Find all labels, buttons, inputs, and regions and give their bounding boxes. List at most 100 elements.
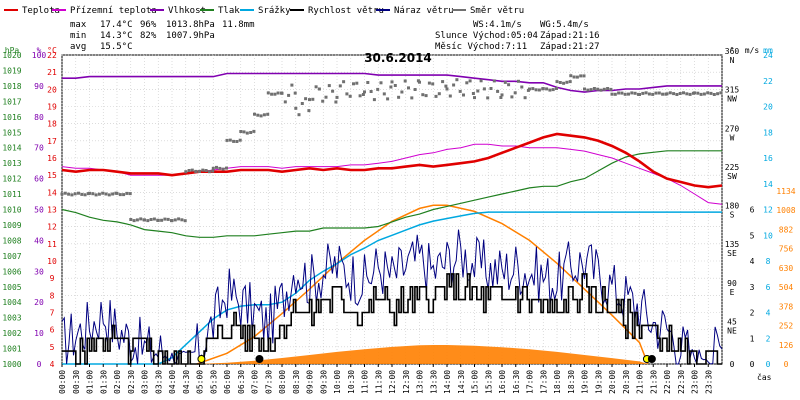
x-tick-label: 16:30	[512, 370, 521, 394]
direction-point	[562, 81, 566, 85]
direction-point	[215, 165, 218, 169]
x-tick-label: 11:30	[374, 370, 383, 394]
radiation-tick-label: 630	[779, 264, 794, 273]
direction-point	[609, 87, 613, 91]
direction-point	[706, 91, 710, 95]
direction-point	[177, 217, 181, 221]
x-tick-label: 22:00	[663, 370, 672, 394]
humidity-axis-tick-label: 10	[34, 329, 44, 338]
temperature-axis-tick-label: 4	[50, 360, 55, 369]
radiation-tick-label: 504	[779, 283, 794, 292]
direction-point	[170, 219, 174, 223]
humidity-axis-tick-label: 70	[34, 144, 44, 153]
direction-point	[132, 219, 136, 223]
x-tick-label: 23:30	[704, 370, 713, 394]
direction-point	[668, 91, 672, 95]
pressure-axis-tick-label: 1005	[2, 283, 21, 292]
direction-point	[276, 91, 280, 95]
pressure-axis-tick-label: 1004	[2, 298, 21, 307]
direction-point	[184, 170, 188, 174]
radiation-tick-label: 0	[784, 360, 789, 369]
direction-point	[665, 92, 669, 96]
direction-point	[413, 88, 417, 91]
stat-max-hum: 96%	[140, 20, 157, 30]
x-tick-label: 10:30	[347, 370, 356, 394]
direction-point	[390, 80, 394, 84]
direction-point	[418, 80, 421, 84]
radiation-tick-label: 126	[779, 341, 794, 350]
stat-avg-label: avg	[70, 42, 86, 52]
rain-tick-label: 18	[763, 128, 773, 137]
temperature-axis-tick-label: 15	[47, 171, 57, 180]
direction-point	[397, 95, 401, 99]
rain-tick-label: 4	[766, 309, 771, 318]
direction-point	[252, 129, 256, 133]
direction-point	[111, 192, 115, 196]
temperature-axis-tick-label: 14	[47, 188, 57, 197]
direction-point	[239, 130, 243, 133]
direction-point	[644, 91, 648, 95]
direction-point	[583, 87, 586, 91]
direction-point	[324, 95, 328, 99]
x-tick-label: 02:00	[113, 370, 122, 394]
direction-point	[207, 170, 211, 174]
x-tick-label: 09:00	[306, 370, 315, 394]
direction-point	[596, 87, 600, 91]
temperature-axis-tick-label: 6	[50, 326, 55, 335]
direction-point	[163, 217, 167, 221]
direction-point	[280, 91, 284, 95]
direction-point	[135, 218, 139, 222]
radiation-tick-label: 1008	[776, 206, 795, 215]
direction-point	[482, 87, 486, 91]
direction-tick-label: 270	[725, 124, 740, 133]
direction-point	[379, 81, 383, 85]
direction-point	[496, 89, 500, 93]
rain-line	[62, 211, 722, 365]
direction-point	[627, 92, 630, 96]
direction-point	[386, 97, 390, 101]
direction-point	[517, 79, 520, 83]
direction-point	[331, 89, 335, 93]
rain-tick-label: 8	[766, 257, 771, 266]
direction-point	[709, 91, 713, 95]
direction-point	[661, 92, 665, 96]
temperature-axis-tick-label: 18	[47, 120, 57, 129]
rain-tick-label: 14	[763, 180, 773, 189]
direction-tick-label: 360	[725, 47, 740, 56]
direction-point	[471, 92, 475, 95]
rain-tick-label: 2	[766, 334, 771, 343]
direction-point	[523, 96, 527, 100]
x-tick-label: 13:30	[429, 370, 438, 394]
direction-point	[190, 168, 194, 172]
direction-point	[510, 95, 514, 99]
pressure-axis-tick-label: 1001	[2, 345, 21, 354]
direction-point	[225, 138, 229, 142]
legend-label: Náraz větru	[394, 6, 454, 16]
direction-point	[91, 192, 95, 196]
direction-point	[444, 84, 448, 88]
x-tick-label: 01:00	[86, 370, 95, 394]
direction-point	[613, 92, 617, 96]
direction-point	[688, 92, 692, 96]
direction-point	[389, 85, 393, 89]
direction-point	[602, 87, 606, 91]
direction-point	[599, 88, 603, 92]
direction-point	[545, 87, 549, 91]
legend-label: Vlhkost	[168, 6, 206, 16]
direction-point	[266, 91, 270, 95]
direction-point	[73, 192, 77, 196]
x-tick-label: 17:30	[539, 370, 548, 394]
rain-tick-label: 20	[763, 103, 773, 112]
direction-point	[345, 92, 349, 96]
rain-tick-label: 22	[763, 77, 773, 86]
pressure-axis-tick-label: 1010	[2, 206, 21, 215]
info-wg: WG:5.4m/s	[540, 20, 589, 30]
legend-label: Přízemní teplota	[70, 6, 157, 16]
rain-tick-label: 6	[766, 283, 771, 292]
direction-point	[492, 79, 496, 83]
direction-point	[465, 81, 469, 85]
direction-point	[293, 91, 297, 95]
direction-point	[586, 88, 590, 92]
